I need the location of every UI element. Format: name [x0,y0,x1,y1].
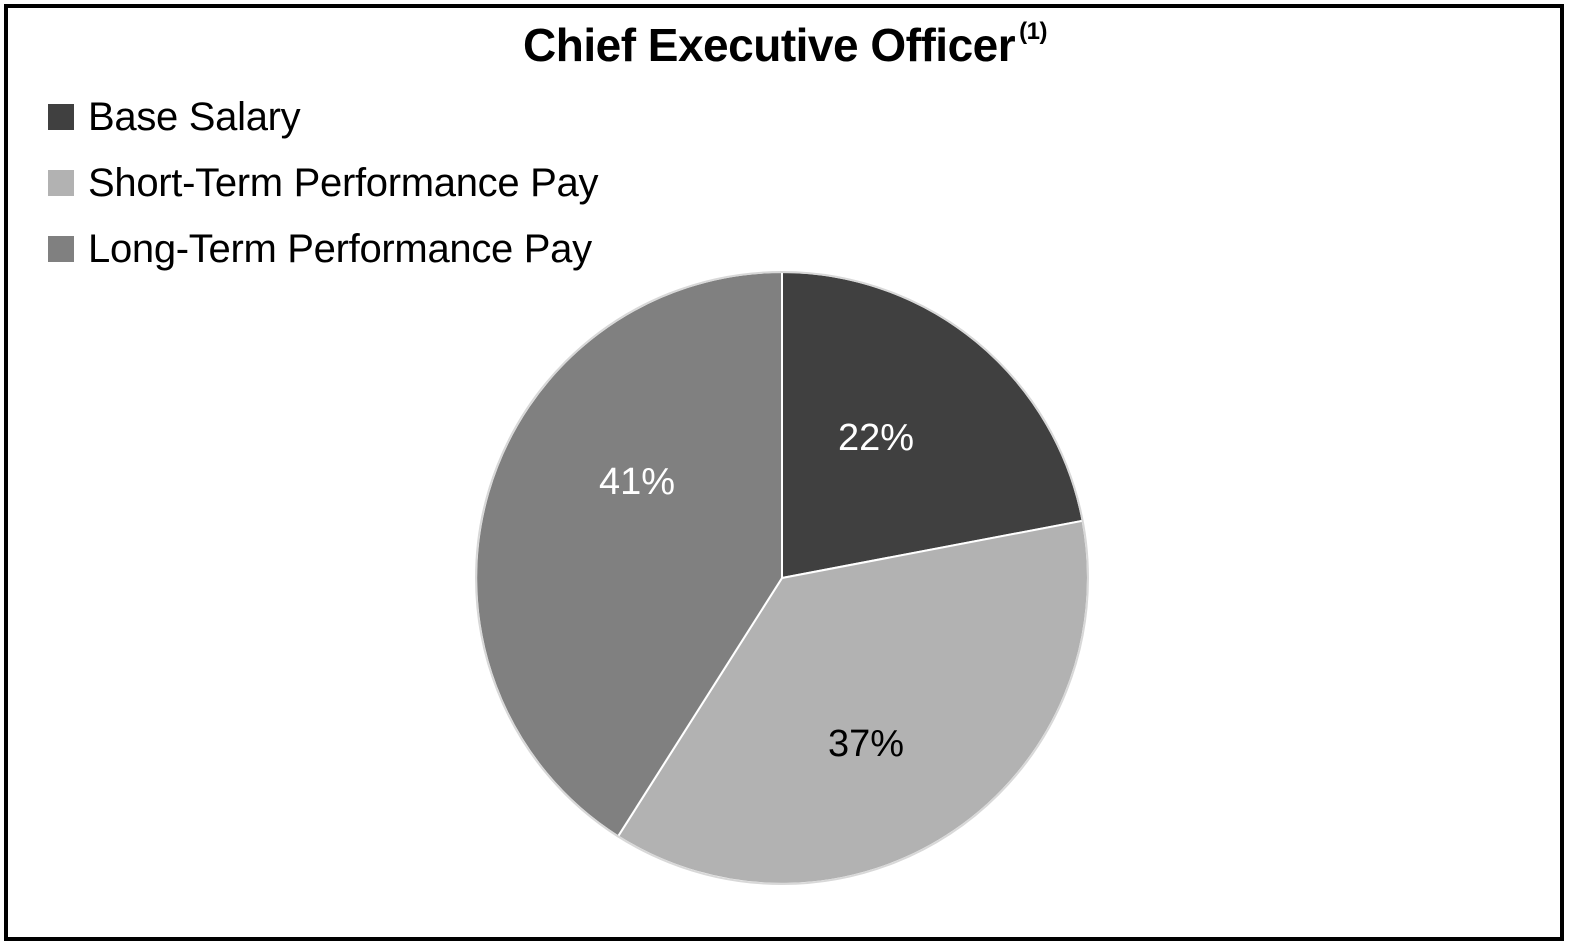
legend-swatch-base-salary [48,104,74,130]
pie-outline [475,271,1089,885]
legend-item-base-salary: Base Salary [48,84,598,150]
legend-item-short-term: Short-Term Performance Pay [48,150,598,216]
chart-title: Chief Executive Officer (1) [0,18,1570,72]
data-label-long-term: 41% [599,461,675,503]
legend-swatch-long-term [48,236,74,262]
legend-label: Long-Term Performance Pay [88,226,592,271]
title-footnote: (1) [1019,18,1047,45]
legend: Base Salary Short-Term Performance Pay L… [48,84,598,282]
legend-label: Short-Term Performance Pay [88,160,599,205]
chart-title-text: Chief Executive Officer [523,19,1016,71]
data-label-short-term: 37% [828,723,904,765]
legend-label: Base Salary [88,94,301,139]
legend-swatch-short-term [48,170,74,196]
legend-item-long-term: Long-Term Performance Pay [48,216,598,282]
data-label-base-salary: 22% [838,417,914,459]
